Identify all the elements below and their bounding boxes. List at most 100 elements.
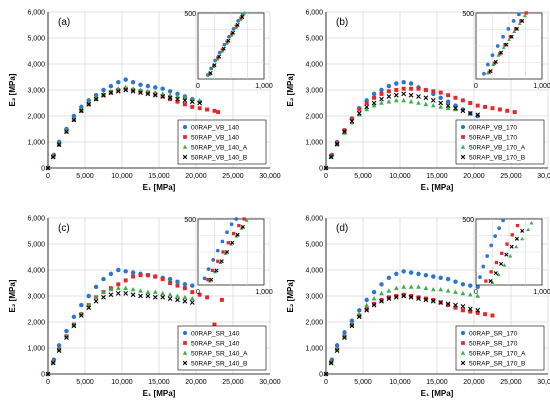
data-point bbox=[460, 107, 466, 112]
inset-plot: 0 1,000 500 bbox=[462, 11, 550, 90]
x-tick-label: 25,000 bbox=[500, 379, 522, 386]
x-tick-label: 0 bbox=[46, 379, 50, 386]
inset-data-point bbox=[486, 62, 490, 67]
data-point bbox=[123, 285, 129, 290]
inset-data-point bbox=[206, 278, 210, 282]
data-point bbox=[356, 111, 362, 116]
data-point bbox=[182, 294, 188, 300]
data-point bbox=[130, 286, 136, 292]
data-point bbox=[364, 307, 370, 313]
data-point bbox=[386, 275, 392, 281]
data-point bbox=[328, 359, 334, 365]
data-point bbox=[205, 295, 210, 300]
inset-data-point bbox=[490, 280, 495, 284]
data-point bbox=[116, 79, 121, 85]
data-point bbox=[371, 91, 377, 97]
data-point bbox=[423, 272, 429, 278]
data-point bbox=[123, 278, 128, 283]
data-point bbox=[168, 97, 173, 102]
inset-data-point bbox=[229, 33, 233, 37]
data-point bbox=[190, 104, 195, 109]
inset-data-point bbox=[493, 59, 498, 64]
data-point bbox=[453, 95, 458, 100]
y-tick-label: 1,000 bbox=[27, 140, 45, 147]
data-point bbox=[216, 110, 221, 115]
data-point bbox=[423, 95, 429, 101]
inset-data-point bbox=[497, 226, 501, 231]
data-point bbox=[101, 276, 106, 282]
data-point bbox=[364, 297, 369, 303]
legend-entry: 50RAP_SR_140_B bbox=[191, 361, 248, 368]
data-point bbox=[393, 285, 399, 290]
inset-data-point bbox=[211, 258, 216, 262]
legend-box bbox=[177, 325, 267, 371]
inset-x-tick-label: 0 bbox=[474, 83, 478, 90]
data-point bbox=[167, 89, 173, 94]
x-tick-label: 0 bbox=[46, 173, 50, 180]
data-point bbox=[130, 79, 136, 85]
inset-data-point bbox=[493, 271, 498, 276]
inset-data-point bbox=[488, 69, 493, 74]
data-point bbox=[131, 274, 136, 279]
y-tick-label: 5,000 bbox=[305, 36, 323, 43]
data-point bbox=[423, 285, 429, 290]
inset-data-point bbox=[510, 233, 514, 237]
data-point bbox=[438, 100, 444, 106]
data-point bbox=[386, 296, 392, 301]
data-point bbox=[71, 323, 77, 329]
inset-data-point bbox=[212, 63, 217, 68]
data-point bbox=[356, 112, 362, 117]
data-point bbox=[467, 306, 473, 312]
data-point bbox=[160, 294, 166, 300]
data-point bbox=[408, 99, 414, 104]
inset-data-point bbox=[502, 263, 507, 267]
y-tick-label: 4,000 bbox=[305, 62, 323, 69]
data-point bbox=[190, 283, 195, 288]
data-point bbox=[371, 289, 377, 295]
data-point bbox=[152, 289, 158, 294]
panel-label: (d) bbox=[336, 223, 348, 234]
data-point bbox=[371, 103, 377, 108]
y-tick-label: 2,000 bbox=[305, 320, 323, 327]
data-point bbox=[438, 300, 444, 305]
data-point bbox=[416, 296, 421, 301]
data-point bbox=[512, 110, 517, 115]
data-point bbox=[416, 86, 421, 91]
data-point bbox=[386, 99, 392, 104]
series-50RAP_VB_170_A bbox=[323, 97, 458, 170]
x-tick-label: 5,000 bbox=[354, 379, 372, 386]
x-tick-label: 25,000 bbox=[222, 173, 244, 180]
x-tick-label: 0 bbox=[324, 379, 328, 386]
data-point bbox=[79, 302, 84, 308]
x-tick-label: 15,000 bbox=[426, 173, 448, 180]
data-point bbox=[197, 100, 203, 106]
inset-data-point bbox=[520, 228, 525, 233]
data-point bbox=[445, 99, 451, 104]
data-point bbox=[409, 86, 414, 91]
data-point bbox=[423, 296, 428, 301]
inset-data-point bbox=[489, 270, 493, 274]
data-point bbox=[168, 281, 173, 285]
inset-data-point bbox=[214, 268, 219, 273]
data-point bbox=[130, 88, 136, 94]
x-tick-label: 15,000 bbox=[148, 173, 170, 180]
data-point bbox=[145, 293, 151, 299]
data-point bbox=[386, 94, 392, 99]
data-point bbox=[175, 283, 180, 288]
inset-data-point bbox=[220, 239, 225, 244]
inset-x-tick-label: 1,000 bbox=[533, 83, 550, 90]
data-point bbox=[497, 107, 502, 112]
inset-data-point bbox=[500, 251, 504, 255]
legend-marker bbox=[460, 350, 466, 355]
inset-data-point bbox=[504, 42, 509, 47]
y-axis-title: E₂ [MPa] bbox=[286, 73, 295, 106]
data-point bbox=[401, 269, 406, 274]
legend-marker bbox=[182, 124, 188, 130]
data-point bbox=[379, 87, 384, 93]
inset-data-point bbox=[225, 249, 230, 255]
data-point bbox=[423, 101, 429, 107]
data-point bbox=[175, 293, 180, 298]
data-point bbox=[401, 91, 407, 97]
inset-y-tick-label: 500 bbox=[462, 217, 474, 224]
legend: 00RAP_SR_170 50RAP_SR_170 50RAP_SR_170_A 50… bbox=[455, 325, 545, 371]
